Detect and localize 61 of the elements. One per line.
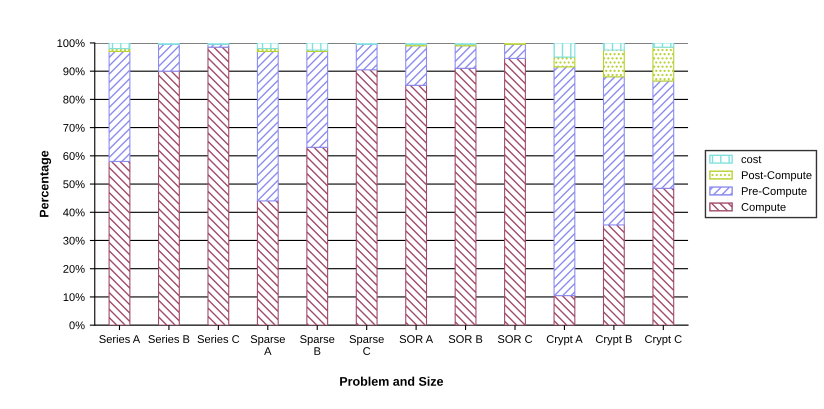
bar xyxy=(602,42,625,51)
x-tick-label: Series C xyxy=(198,334,240,344)
x-tick-label: Sparse C xyxy=(350,335,384,356)
y-tick-label: 20% xyxy=(63,264,85,273)
bar xyxy=(405,84,428,326)
bar xyxy=(256,200,279,326)
y-tick-label: 30% xyxy=(63,236,85,245)
y-tick-label: 60% xyxy=(63,152,85,160)
bar xyxy=(602,49,625,78)
x-tick-label: Crypt C xyxy=(645,335,682,346)
bar xyxy=(652,46,674,82)
bar xyxy=(652,42,674,48)
bar xyxy=(108,42,130,50)
x-tick-label: SOR B xyxy=(448,335,482,344)
bar xyxy=(554,294,576,326)
bar xyxy=(405,45,428,86)
y-tick-label: 90% xyxy=(63,67,85,76)
y-tick-label: 80% xyxy=(63,96,85,104)
legend-label: Compute xyxy=(742,203,786,214)
x-tick-label: Series A xyxy=(99,334,140,344)
x-tick-label: Sparse B xyxy=(300,335,334,355)
bar xyxy=(504,58,526,326)
bar xyxy=(602,76,625,226)
bar xyxy=(306,50,328,148)
bar xyxy=(256,42,279,50)
x-tick-label: Series B xyxy=(148,334,190,344)
bar xyxy=(454,68,476,326)
x-tick-label: SOR A xyxy=(400,335,434,344)
bar xyxy=(356,69,378,326)
bar xyxy=(158,44,180,72)
bar xyxy=(652,188,674,326)
bar xyxy=(108,50,130,162)
x-tick-label: Sparse A xyxy=(250,335,285,355)
y-tick-label: 0% xyxy=(69,321,85,330)
y-tick-label: 40% xyxy=(63,208,85,216)
y-tick-label: 70% xyxy=(63,124,85,132)
y-axis-title: Percentage xyxy=(40,150,52,217)
bar xyxy=(602,224,625,326)
y-tick-label: 50% xyxy=(63,180,85,188)
bar xyxy=(207,46,230,326)
y-tick-label: 100% xyxy=(57,39,85,48)
bar xyxy=(454,45,476,69)
bar xyxy=(256,50,279,202)
x-tick-label: Crypt B xyxy=(596,335,632,346)
x-tick-label: SOR C xyxy=(498,335,532,344)
bar xyxy=(554,66,576,296)
legend-label: cost xyxy=(741,156,762,164)
bar xyxy=(108,160,130,326)
bar xyxy=(158,70,180,326)
legend-label: Post-Compute xyxy=(742,171,812,182)
legend-label: Pre-Compute xyxy=(742,187,807,198)
bar xyxy=(504,44,526,60)
bar xyxy=(306,42,328,51)
bar xyxy=(554,56,576,68)
x-tick-label: Crypt A xyxy=(546,335,583,346)
x-axis-title: Problem and Size xyxy=(340,376,444,386)
bar xyxy=(356,44,378,70)
bar xyxy=(652,80,674,189)
bar xyxy=(554,42,576,58)
y-tick-label: 10% xyxy=(64,293,85,302)
bar xyxy=(306,146,328,326)
